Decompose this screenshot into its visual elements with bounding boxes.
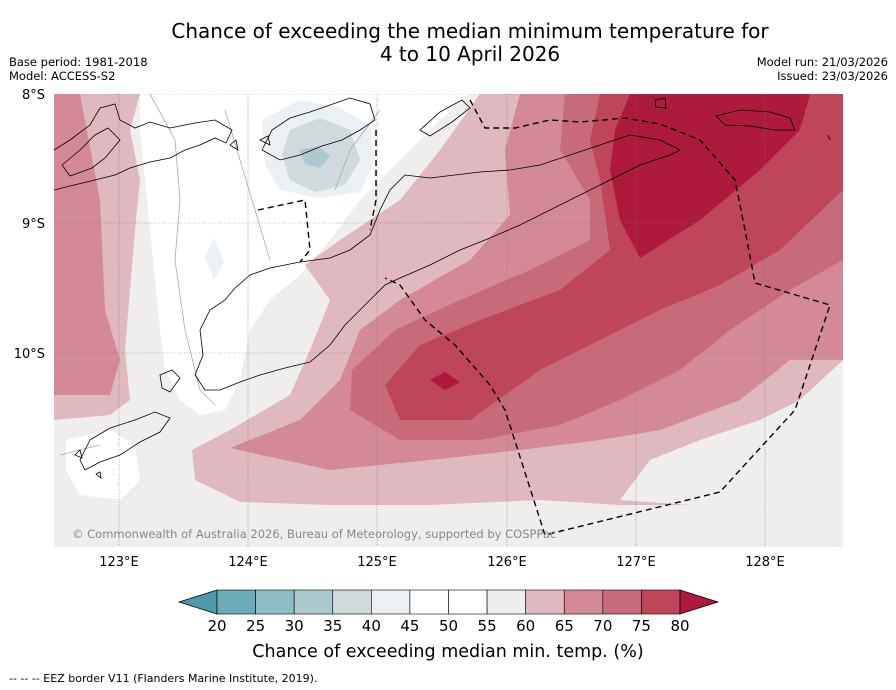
lon-label-128e: 128°E <box>745 555 785 570</box>
colorbar-box <box>486 589 526 615</box>
colorbar-box <box>216 589 256 615</box>
lon-label-124e: 124°E <box>228 555 268 570</box>
eez-footnote: -- -- -- EEZ border V11 (Flanders Marine… <box>9 672 318 685</box>
eez-border <box>257 99 831 536</box>
copyright-notice: © Commonwealth of Australia 2026, Bureau… <box>72 527 556 541</box>
colorbar-label: 35 <box>323 617 342 635</box>
colorbar-box <box>448 589 488 615</box>
colorbar-label: 65 <box>555 617 574 635</box>
lon-label-126e: 126°E <box>487 555 527 570</box>
base-period: Base period: 1981-2018 <box>9 55 148 69</box>
model-name: Model: ACCESS-S2 <box>9 69 116 83</box>
lat-label-8s: 8°S <box>22 88 45 103</box>
band-50-60 <box>140 94 470 415</box>
lon-label-123e: 123°E <box>99 555 139 570</box>
colorbar-boxes <box>177 589 720 615</box>
band-40-45-west <box>205 238 224 280</box>
lat-label-9s: 9°S <box>22 217 45 232</box>
model-run: Model run: 21/03/2026 <box>756 55 888 69</box>
band-max <box>610 94 810 258</box>
colorbar-label: 75 <box>632 617 651 635</box>
colorbar-label: 25 <box>246 617 265 635</box>
colorbar-label: 60 <box>516 617 535 635</box>
band-70-75-west <box>54 94 120 395</box>
map-title: Chance of exceeding the median minimum t… <box>0 20 896 66</box>
colorbar-label: 50 <box>439 617 458 635</box>
colorbar-box <box>602 589 642 615</box>
issued-date: Issued: 23/03/2026 <box>777 69 888 83</box>
lat-label-10s: 10°S <box>14 347 45 362</box>
colorbar-box <box>409 589 449 615</box>
colorbar-box <box>641 589 681 615</box>
colorbar-label: 40 <box>362 617 381 635</box>
probability-field <box>54 94 843 547</box>
colorbar-box <box>332 589 372 615</box>
band-60-65-southeast <box>620 360 843 547</box>
colorbar-box <box>293 589 334 615</box>
colorbar-label: 30 <box>285 617 304 635</box>
colorbar-box <box>525 589 565 615</box>
colorbar-title: Chance of exceeding median min. temp. (%… <box>252 642 643 662</box>
colorbar-label: 70 <box>593 617 612 635</box>
band-max-south <box>430 372 460 390</box>
colorbar-label: 45 <box>400 617 419 635</box>
lon-label-125e: 125°E <box>357 555 397 570</box>
colorbar-box <box>255 589 295 615</box>
colorbar-label: 80 <box>670 617 689 635</box>
colorbar-box <box>563 589 604 615</box>
lon-label-127e: 127°E <box>616 555 656 570</box>
band-50-60-south <box>66 430 140 500</box>
title-line-2: 4 to 10 April 2026 <box>379 42 561 66</box>
title-line-1: Chance of exceeding the median minimum t… <box>171 19 769 43</box>
colorbar-box <box>371 589 411 615</box>
colorbar-extend-high <box>679 589 720 615</box>
colorbar-extend-low <box>177 589 218 615</box>
graticule <box>54 94 843 547</box>
coastlines <box>54 97 831 479</box>
colorbar-label: 55 <box>478 617 497 635</box>
colorbar-labels: 20 25 30 35 40 45 50 55 60 65 70 75 80 <box>207 617 689 635</box>
colorbar-label: 20 <box>207 617 226 635</box>
